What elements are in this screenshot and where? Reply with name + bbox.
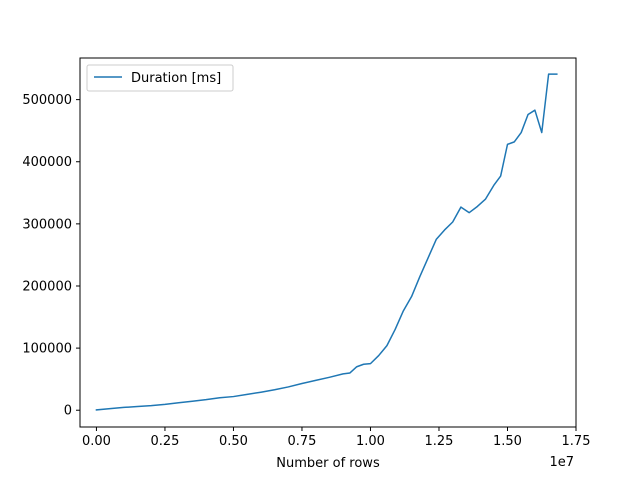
axes-frame bbox=[79, 57, 577, 428]
x-tick-label: 1.00 bbox=[356, 434, 385, 449]
legend: Duration [ms] bbox=[86, 64, 234, 92]
y-tick-label: 400000 bbox=[22, 155, 72, 170]
series-line-duration bbox=[95, 73, 558, 411]
x-tick-label: 1.50 bbox=[493, 434, 522, 449]
y-tick-label: 500000 bbox=[22, 93, 72, 108]
x-axis: 0.00 0.25 0.50 0.75 1.00 1.25 1.50 1.75 bbox=[82, 427, 591, 449]
plot-area bbox=[95, 73, 558, 411]
y-tick-label: 300000 bbox=[22, 217, 72, 232]
legend-box bbox=[86, 64, 234, 92]
x-tick-label: 1.75 bbox=[562, 434, 591, 449]
x-axis-label: Number of rows bbox=[276, 456, 380, 471]
x-tick-label: 1.25 bbox=[425, 434, 454, 449]
y-tick-label: 0 bbox=[64, 404, 72, 419]
y-axis: 0 100000 200000 300000 400000 500000 bbox=[22, 93, 80, 419]
x-axis-offset-label: 1e7 bbox=[549, 455, 574, 470]
x-tick-label: 0.25 bbox=[150, 434, 179, 449]
x-tick-label: 0.00 bbox=[82, 434, 111, 449]
x-tick-label: 0.75 bbox=[287, 434, 316, 449]
y-tick-label: 200000 bbox=[22, 279, 72, 294]
y-tick-label: 100000 bbox=[22, 342, 72, 357]
x-tick-label: 0.50 bbox=[219, 434, 248, 449]
legend-entry-label: Duration [ms] bbox=[131, 71, 221, 86]
